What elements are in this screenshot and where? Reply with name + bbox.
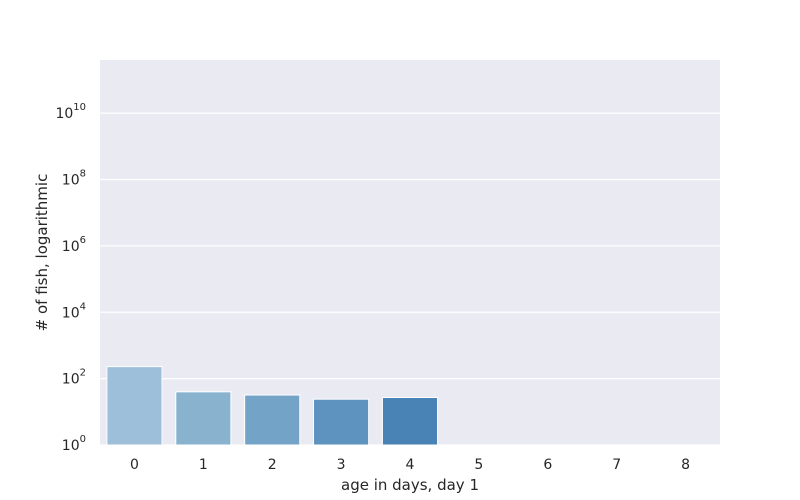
bar-age-4 bbox=[381, 397, 439, 446]
bar-age-2 bbox=[244, 394, 301, 446]
y-tick-label: 106 bbox=[62, 235, 86, 255]
x-axis-title: age in days, day 1 bbox=[341, 476, 479, 494]
y-tick-label: 104 bbox=[62, 301, 86, 321]
plot-area bbox=[100, 60, 720, 445]
x-tick-label: 7 bbox=[612, 457, 621, 473]
grid-lines bbox=[100, 112, 720, 446]
x-tick-label: 4 bbox=[406, 457, 415, 473]
y-tick-label: 102 bbox=[62, 368, 86, 388]
bar-age-3 bbox=[313, 398, 370, 446]
bar-age-1 bbox=[175, 391, 232, 446]
x-axis-ticks: 0 1 2 3 4 5 6 7 8 bbox=[130, 457, 690, 473]
y-axis-title: # of fish, logarithmic bbox=[33, 174, 51, 332]
x-tick-label: 5 bbox=[474, 457, 483, 473]
x-tick-label: 6 bbox=[543, 457, 552, 473]
y-tick-label: 100 bbox=[62, 434, 86, 454]
bar-age-0 bbox=[106, 366, 163, 446]
y-axis-ticks: 100 102 104 106 108 1010 bbox=[55, 102, 86, 454]
x-tick-label: 3 bbox=[337, 457, 346, 473]
y-tick-label: 108 bbox=[62, 169, 86, 189]
x-tick-label: 1 bbox=[199, 457, 208, 473]
bars bbox=[106, 366, 439, 446]
x-tick-label: 0 bbox=[130, 457, 139, 473]
x-tick-label: 2 bbox=[268, 457, 277, 473]
x-tick-label: 8 bbox=[681, 457, 690, 473]
y-tick-label: 1010 bbox=[55, 102, 86, 122]
